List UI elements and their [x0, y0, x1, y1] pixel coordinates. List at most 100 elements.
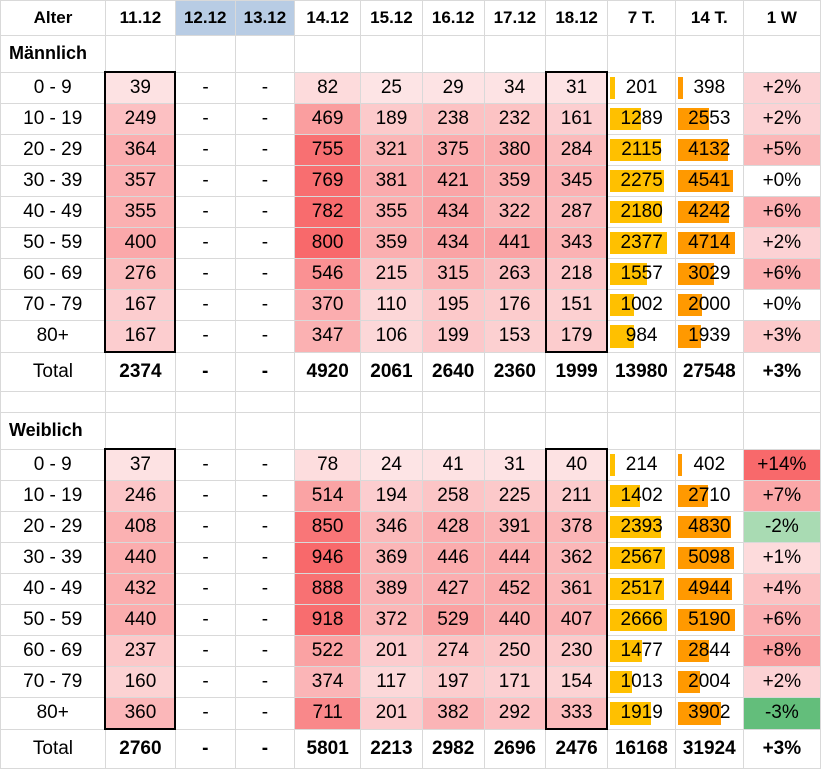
- total-value: 4920: [294, 351, 362, 392]
- header-day: 14.12: [294, 0, 362, 36]
- empty-cell: [742, 35, 821, 73]
- value-cell: 444: [483, 542, 547, 574]
- value-cell: 850: [294, 511, 362, 543]
- value-cell: 755: [294, 134, 362, 166]
- header-day: 18.12: [545, 0, 608, 36]
- empty-cell: [234, 391, 296, 413]
- age-group-label: 30 - 39: [0, 165, 106, 197]
- week-change-cell: +7%: [742, 480, 821, 512]
- value-cell: -: [174, 604, 236, 636]
- value-cell: 347: [294, 320, 362, 353]
- data-bar: [610, 671, 632, 693]
- seven-day-sum-cell: 201: [606, 71, 676, 104]
- table-row: 50 - 59 400- -800 359 434 441 343 2377 4714 +2%: [0, 227, 821, 259]
- value-cell: 374: [294, 666, 362, 698]
- data-bar: [677, 108, 709, 130]
- total-row: Total 2760- -5801 2213 2982 2696 2476 16168 3192…: [0, 728, 821, 769]
- data-bar-value: 2666: [620, 609, 663, 630]
- total-value: -: [234, 351, 296, 392]
- value-cell: 469: [294, 103, 362, 135]
- table-row: 60 - 69 237- -522 201 274 250 230 1477 2844 +8%: [0, 635, 821, 667]
- value-cell: 364: [104, 134, 177, 166]
- table-row: 20 - 29 364- -755 321 375 380 284 2115 4132 +5%: [0, 134, 821, 166]
- value-cell: 189: [360, 103, 423, 135]
- total-value: 2760: [104, 728, 176, 769]
- week-change-cell: +2%: [742, 227, 821, 259]
- empty-cell: [104, 391, 176, 413]
- value-cell: 361: [544, 573, 609, 605]
- value-cell: -: [234, 480, 296, 512]
- value-cell: -: [234, 71, 296, 104]
- value-cell: -: [234, 666, 296, 698]
- data-bar-value: 1013: [620, 671, 663, 692]
- value-cell: 237: [104, 635, 177, 667]
- value-cell: 215: [360, 258, 423, 290]
- value-cell: 381: [360, 165, 423, 197]
- data-bar-value: 2004: [688, 671, 731, 692]
- value-cell: 355: [104, 196, 177, 228]
- age-group-label: 80+: [0, 697, 106, 730]
- value-cell: -: [174, 666, 236, 698]
- value-cell: 389: [360, 573, 423, 605]
- data-bar-value: 2393: [620, 516, 663, 537]
- value-cell: -: [174, 134, 236, 166]
- week-change-cell: +5%: [742, 134, 821, 166]
- data-bar-value: 2180: [620, 201, 663, 222]
- data-bar-value: 402: [693, 453, 726, 475]
- empty-cell: [174, 391, 236, 413]
- total-value: 2061: [360, 351, 423, 392]
- seven-day-sum-cell: 1002: [606, 289, 676, 321]
- empty-cell: [360, 391, 423, 413]
- week-change-cell: -2%: [742, 511, 821, 543]
- value-cell: 346: [360, 511, 423, 543]
- data-bar-value: 201: [625, 76, 658, 98]
- value-cell: 918: [294, 604, 362, 636]
- value-cell: 357: [104, 165, 177, 197]
- value-cell: 40: [544, 448, 609, 481]
- header-row: Alter 11.12 12.12 13.12 14.12 15.12 16.1…: [0, 0, 821, 36]
- data-bar-value: 2377: [620, 232, 663, 253]
- seven-day-sum-cell: 1557: [606, 258, 676, 290]
- data-bar-value: 984: [625, 325, 658, 347]
- data-bar: [677, 516, 731, 538]
- data-bar: [677, 263, 715, 285]
- fourteen-day-sum-cell: 4132: [674, 134, 744, 166]
- table-row: 10 - 19 249- -469 189 238 232 161 1289 2553 +2%: [0, 103, 821, 135]
- total-fourteen-day: 31924: [674, 728, 744, 769]
- empty-cell: [174, 35, 236, 73]
- seven-day-sum-cell: 1289: [606, 103, 676, 135]
- value-cell: 522: [294, 635, 362, 667]
- value-cell: 946: [294, 542, 362, 574]
- value-cell: 258: [421, 480, 485, 512]
- table-row: 80+ 360- -711 201 382 292 333 1919 3902 -3%: [0, 697, 821, 730]
- value-cell: 201: [360, 697, 423, 730]
- data-bar: [677, 232, 735, 254]
- value-cell: -: [174, 573, 236, 605]
- table-row: 30 - 39 440- -946 369 446 444 362 2567 5098 +1%: [0, 542, 821, 574]
- value-cell: -: [234, 511, 296, 543]
- value-cell: 195: [421, 289, 485, 321]
- value-cell: -: [174, 71, 236, 104]
- value-cell: 194: [360, 480, 423, 512]
- data-bar-value: 2000: [688, 294, 731, 315]
- data-bar: [610, 294, 635, 316]
- value-cell: 41: [421, 448, 485, 481]
- data-bar-value: 2275: [620, 170, 663, 191]
- value-cell: 370: [294, 289, 362, 321]
- seven-day-sum-cell: 1477: [606, 635, 676, 667]
- empty-cell: [742, 391, 821, 413]
- total-value: 2213: [360, 728, 423, 769]
- total-row: Total 2374- -4920 2061 2640 2360 1999 13980 2754…: [0, 351, 821, 392]
- age-group-label: 70 - 79: [0, 289, 106, 321]
- value-cell: -: [234, 103, 296, 135]
- value-cell: 446: [421, 542, 485, 574]
- week-change-cell: +14%: [742, 448, 821, 481]
- value-cell: 321: [360, 134, 423, 166]
- total-week-change: +3%: [742, 728, 821, 769]
- data-bar: [677, 139, 728, 161]
- seven-day-sum-cell: 2517: [606, 573, 676, 605]
- value-cell: 769: [294, 165, 362, 197]
- fourteen-day-sum-cell: 2844: [674, 635, 744, 667]
- value-cell: -: [234, 604, 296, 636]
- value-cell: 362: [544, 542, 609, 574]
